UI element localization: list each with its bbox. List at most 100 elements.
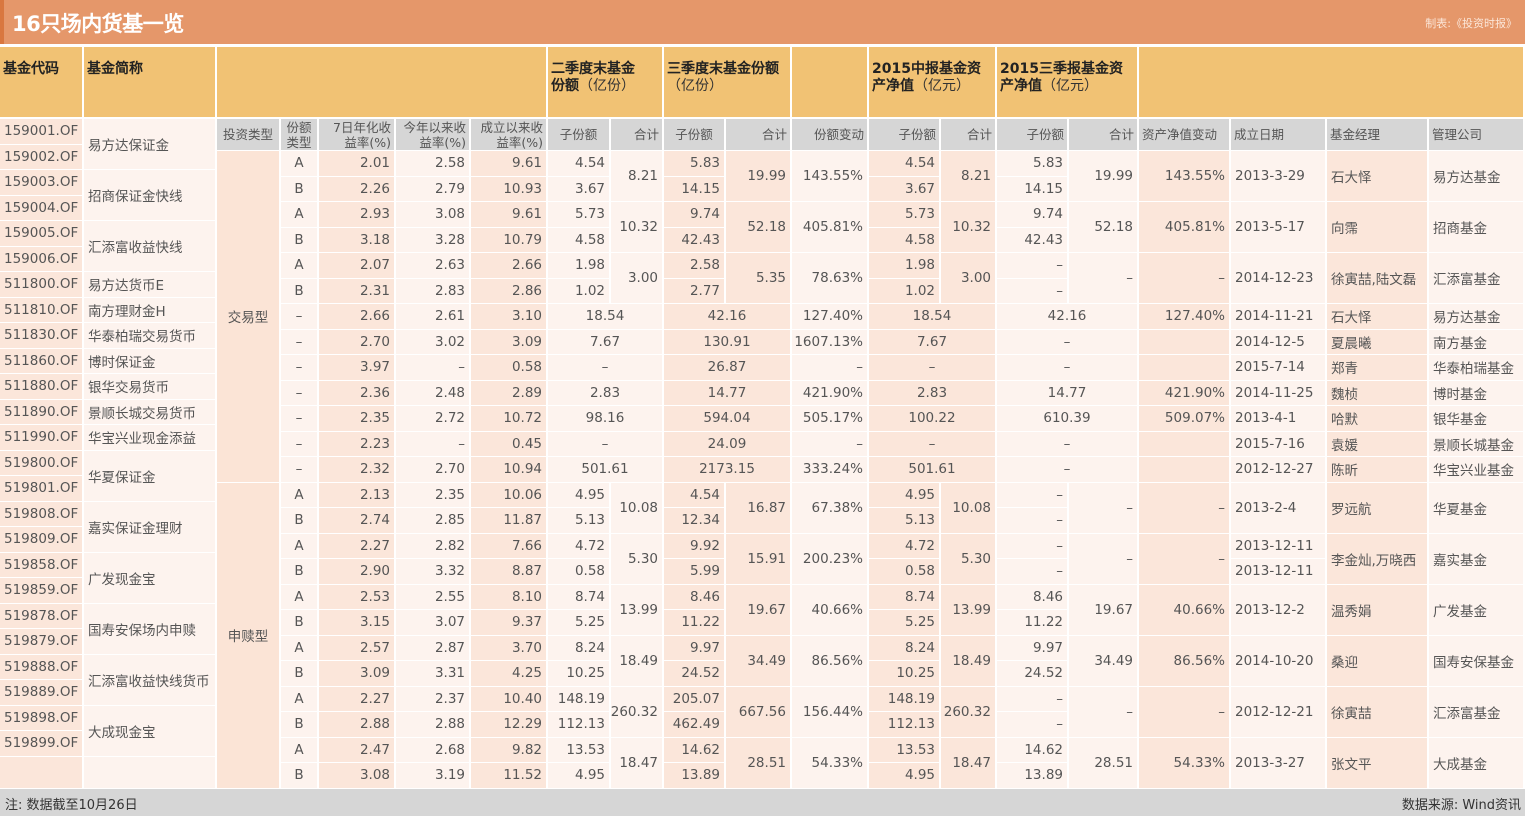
- share-change: 156.44%: [792, 686, 869, 738]
- fund-code: 159001.OF: [0, 119, 84, 145]
- q2-sub-shares: 0.58: [548, 559, 611, 585]
- q3-total-shares: 594.04: [664, 406, 792, 432]
- fund-manager: 哈默: [1327, 406, 1429, 432]
- h1-sub-nav: 10.25: [869, 661, 941, 687]
- yield-7d: 2.93: [319, 202, 396, 228]
- yield-7d: 2.01: [319, 151, 396, 177]
- fund-code: 511880.OF: [0, 374, 84, 400]
- yield-7d: 3.15: [319, 610, 396, 636]
- share-change: 40.66%: [792, 584, 869, 636]
- header-q3-shares: 三季度末基金份额 （亿份）: [664, 47, 792, 117]
- inception-date: 2013-3-27: [1231, 737, 1327, 789]
- share-change: 333.24%: [792, 457, 869, 483]
- header-line2: 产净值: [1000, 78, 1042, 94]
- h1-total-nav: 5.30: [941, 533, 997, 585]
- ytd-return: 2.58: [396, 151, 471, 177]
- q2-sub-shares: 1.02: [548, 278, 611, 304]
- column-header-date: 成立日期: [1231, 119, 1327, 150]
- h1-total-nav: 8.21: [941, 151, 997, 202]
- q3-total-shares: 26.87: [664, 355, 792, 381]
- nav-change: 421.90%: [1139, 380, 1231, 406]
- fund-manager: 徐寅喆,陆文磊: [1327, 253, 1429, 304]
- since-inception-return: 7.66: [471, 533, 548, 559]
- fund-manager: 陈昕: [1327, 457, 1429, 483]
- column-header-q3n-total: 合计: [1069, 119, 1139, 150]
- since-inception-return: 10.79: [471, 227, 548, 253]
- h1-sub-nav: 5.25: [869, 610, 941, 636]
- inception-date: 2014-11-21: [1231, 304, 1327, 330]
- h1-total-nav: 7.67: [869, 329, 997, 355]
- inception-date: 2015-7-14: [1231, 355, 1327, 381]
- share-type: B: [281, 712, 319, 738]
- share-type: A: [281, 737, 319, 763]
- nav-change: –: [1139, 686, 1231, 738]
- fund-manager: 石大怿: [1327, 151, 1429, 202]
- share-type: B: [281, 610, 319, 636]
- q2-sub-shares: 8.24: [548, 635, 611, 661]
- q2-total-shares: 13.99: [611, 584, 664, 636]
- header-blank: [1139, 47, 1525, 117]
- q2-total-shares: 5.30: [611, 533, 664, 585]
- management-company: 汇添富基金: [1429, 253, 1525, 304]
- management-company: 博时基金: [1429, 380, 1525, 406]
- fund-manager: 张文平: [1327, 737, 1429, 789]
- h1-sub-nav: 4.58: [869, 227, 941, 253]
- nav-change: [1139, 431, 1231, 457]
- q3-sub-nav: –: [997, 533, 1069, 559]
- inception-date: 2013-12-2: [1231, 584, 1327, 636]
- q3-total-nav: –: [997, 431, 1139, 457]
- fund-code: 159002.OF: [0, 144, 84, 170]
- q2-sub-shares: 4.95: [548, 763, 611, 789]
- fund-name: 华夏保证金: [84, 450, 217, 502]
- ytd-return: –: [396, 355, 471, 381]
- h1-sub-nav: 4.95: [869, 763, 941, 789]
- q3-sub-nav: 42.43: [997, 227, 1069, 253]
- since-inception-return: 3.09: [471, 329, 548, 355]
- header-line2: 份额: [551, 78, 579, 94]
- q3-sub-nav: 14.15: [997, 176, 1069, 202]
- since-inception-return: 2.86: [471, 278, 548, 304]
- q3-sub-shares: 5.99: [664, 559, 726, 585]
- q3-sub-shares: 24.52: [664, 661, 726, 687]
- management-company: 大成基金: [1429, 737, 1525, 789]
- nav-change: [1139, 457, 1231, 483]
- nav-change: 509.07%: [1139, 406, 1231, 432]
- since-inception-return: 12.29: [471, 712, 548, 738]
- fund-name: 华泰柏瑞交易货币: [84, 323, 217, 349]
- h1-total-nav: 13.99: [941, 584, 997, 636]
- q2-total-shares: 98.16: [548, 406, 664, 432]
- h1-sub-nav: 112.13: [869, 712, 941, 738]
- column-header-invest-type: 投资类型: [217, 119, 281, 150]
- ytd-return: 2.87: [396, 635, 471, 661]
- fund-name: 南方理财金H: [84, 297, 217, 323]
- since-inception-return: 10.93: [471, 176, 548, 202]
- fund-name: 嘉实保证金理财: [84, 501, 217, 553]
- ytd-return: 3.02: [396, 329, 471, 355]
- fund-manager: 徐寅喆: [1327, 686, 1429, 738]
- fund-manager: 夏晨曦: [1327, 329, 1429, 355]
- column-header-q3n-sub: 子份额: [997, 119, 1069, 150]
- inception-date: 2012-12-27: [1231, 457, 1327, 483]
- yield-7d: 2.74: [319, 508, 396, 534]
- q2-sub-shares: 13.53: [548, 737, 611, 763]
- q3-sub-shares: 9.97: [664, 635, 726, 661]
- share-type: –: [281, 329, 319, 355]
- yield-7d: 3.97: [319, 355, 396, 381]
- share-type: B: [281, 508, 319, 534]
- share-type: B: [281, 661, 319, 687]
- since-inception-return: 9.61: [471, 151, 548, 177]
- fund-code: 519858.OF: [0, 552, 84, 578]
- nav-change: [1139, 329, 1231, 355]
- header-unit: （亿元）: [914, 78, 970, 94]
- fund-code: 511830.OF: [0, 323, 84, 349]
- h1-total-nav: 100.22: [869, 406, 997, 432]
- q2-sub-shares: 4.54: [548, 151, 611, 177]
- fund-name: 大成现金宝: [84, 705, 217, 757]
- q3-total-shares: 19.99: [726, 151, 792, 202]
- h1-total-nav: 10.08: [941, 482, 997, 534]
- credit-text: 制表:《投资时报》: [1425, 17, 1517, 30]
- share-type: –: [281, 304, 319, 330]
- ytd-return: 2.48: [396, 380, 471, 406]
- management-company: 广发基金: [1429, 584, 1525, 636]
- column-header-q2-sub: 子份额: [548, 119, 611, 150]
